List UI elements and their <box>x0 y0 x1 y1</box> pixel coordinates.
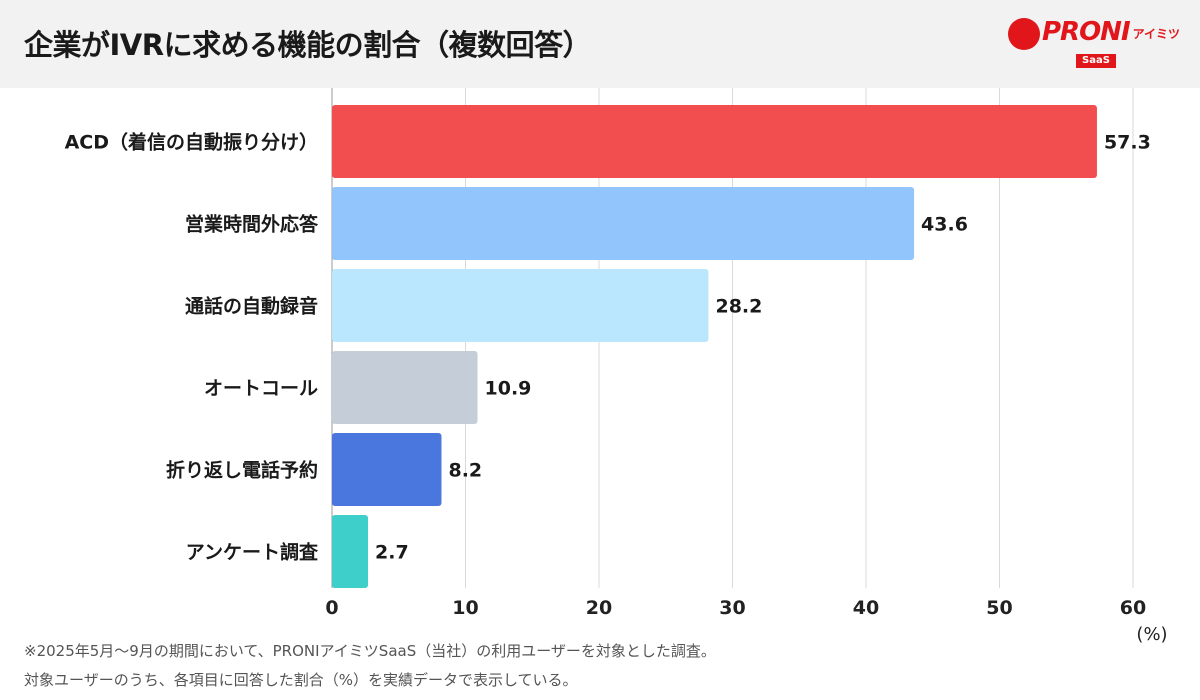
data-label: 8.2 <box>448 460 482 482</box>
data-label: 2.7 <box>375 542 409 564</box>
x-tick-label: 40 <box>853 597 879 619</box>
data-label: 28.2 <box>715 296 762 318</box>
x-tick-label: 50 <box>986 597 1012 619</box>
category-label: ACD（着信の自動振り分け） <box>65 131 318 154</box>
penguin-logo-icon <box>1008 18 1040 50</box>
bar <box>332 269 709 342</box>
bar <box>332 433 442 506</box>
footnote-1: ※2025年5月〜9月の期間において、PRONIアイミツSaaS（当社）の利用ユ… <box>24 642 716 660</box>
x-tick-label: 60 <box>1120 597 1146 619</box>
x-tick-label: 0 <box>325 597 338 619</box>
x-tick-label: 30 <box>719 597 745 619</box>
data-label: 57.3 <box>1104 132 1151 154</box>
bar <box>332 187 915 260</box>
category-label: オートコール <box>204 378 318 400</box>
x-unit-label: (%) <box>1136 624 1167 645</box>
logo-badge: SaaS <box>1076 54 1116 68</box>
category-label: アンケート調査 <box>186 541 319 564</box>
footnote-2: 対象ユーザーのうち、各項目に回答した割合（%）を実績データで表示している。 <box>24 671 578 689</box>
data-label: 43.6 <box>921 214 968 236</box>
chart-title: 企業がIVRに求める機能の割合（複数回答） <box>24 28 592 62</box>
header: 企業がIVRに求める機能の割合（複数回答） PRONI アイミツ SaaS <box>0 0 1200 88</box>
bar <box>332 351 478 424</box>
category-label: 通話の自動録音 <box>185 295 318 318</box>
bar <box>332 515 369 588</box>
proni-logo: PRONI アイミツ SaaS <box>1006 12 1196 74</box>
data-label: 10.9 <box>485 378 532 400</box>
x-tick-label: 20 <box>586 597 612 619</box>
logo-text: PRONI <box>1042 17 1131 47</box>
logo-sub: アイミツ <box>1132 27 1181 41</box>
category-label: 折り返し電話予約 <box>166 459 318 482</box>
x-tick-label: 10 <box>452 597 478 619</box>
bar <box>332 105 1097 178</box>
logo-wordmark: PRONI アイミツ <box>1042 16 1180 48</box>
category-label: 営業時間外応答 <box>185 213 319 236</box>
